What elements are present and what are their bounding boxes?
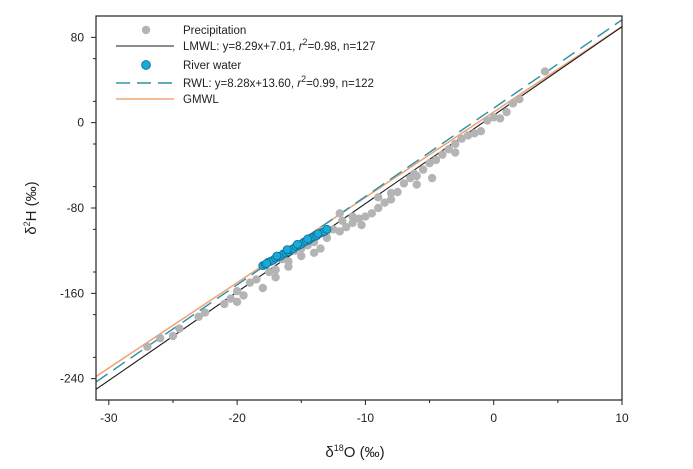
river-water-point <box>273 252 281 260</box>
precipitation-point <box>515 95 523 103</box>
precipitation-point <box>271 266 279 274</box>
legend-marker-precipitation <box>142 26 150 34</box>
precipitation-point <box>477 127 485 135</box>
precipitation-point <box>239 291 247 299</box>
river-water-point <box>283 246 291 254</box>
legend-text-precipitation: Precipitation <box>183 25 246 37</box>
precipitation-point <box>233 298 241 306</box>
river-water-point <box>314 230 322 238</box>
y-tick-label: -80 <box>67 201 85 215</box>
precipitation-point <box>143 342 151 350</box>
precipitation-point <box>175 324 183 332</box>
precipitation-point <box>413 180 421 188</box>
river-water-point <box>304 235 312 243</box>
precipitation-point <box>271 273 279 281</box>
x-tick-label: 0 <box>490 411 497 425</box>
river-water-point <box>293 240 301 248</box>
y-tick-label: 0 <box>77 116 84 130</box>
x-tick-label: -10 <box>357 411 375 425</box>
x-tick-label: -20 <box>228 411 246 425</box>
x-tick-label: -30 <box>100 411 118 425</box>
precipitation-point <box>297 252 305 260</box>
y-tick-label: -160 <box>60 286 84 300</box>
legend-text-river-water: River water <box>183 60 241 72</box>
precipitation-point <box>432 156 440 164</box>
precipitation-point <box>368 209 376 217</box>
y-tick-label: 80 <box>71 30 85 44</box>
precipitation-point <box>400 179 408 187</box>
precipitation-point <box>413 172 421 180</box>
y-tick-label: -240 <box>60 372 84 386</box>
precipitation-point <box>201 308 209 316</box>
river-water-point <box>323 225 331 233</box>
precipitation-point <box>348 212 356 220</box>
legend-text-gmwl: GMWL <box>183 94 219 106</box>
precipitation-point <box>419 165 427 173</box>
precipitation-point <box>451 148 459 156</box>
precipitation-point <box>338 217 346 225</box>
precipitation-point <box>393 188 401 196</box>
precipitation-point <box>252 275 260 283</box>
precipitation-point <box>336 209 344 217</box>
precipitation-point <box>374 193 382 201</box>
precipitation-point <box>387 195 395 203</box>
x-tick-label: 10 <box>615 411 629 425</box>
precipitation-point <box>169 332 177 340</box>
precipitation-point <box>284 262 292 270</box>
precipitation-point <box>496 114 504 122</box>
precipitation-point <box>374 204 382 212</box>
precipitation-point <box>438 150 446 158</box>
precipitation-point <box>310 249 318 257</box>
precipitation-point <box>357 221 365 229</box>
precipitation-point <box>156 334 164 342</box>
precipitation-point <box>259 284 267 292</box>
precipitation-point <box>428 174 436 182</box>
river-water-point <box>263 259 271 267</box>
precipitation-point <box>502 108 510 116</box>
precipitation-point <box>451 140 459 148</box>
precipitation-point <box>541 67 549 75</box>
y-axis-label: δ2H (‰) <box>22 181 40 234</box>
precipitation-point <box>220 300 228 308</box>
legend-marker-river-water <box>142 61 151 70</box>
